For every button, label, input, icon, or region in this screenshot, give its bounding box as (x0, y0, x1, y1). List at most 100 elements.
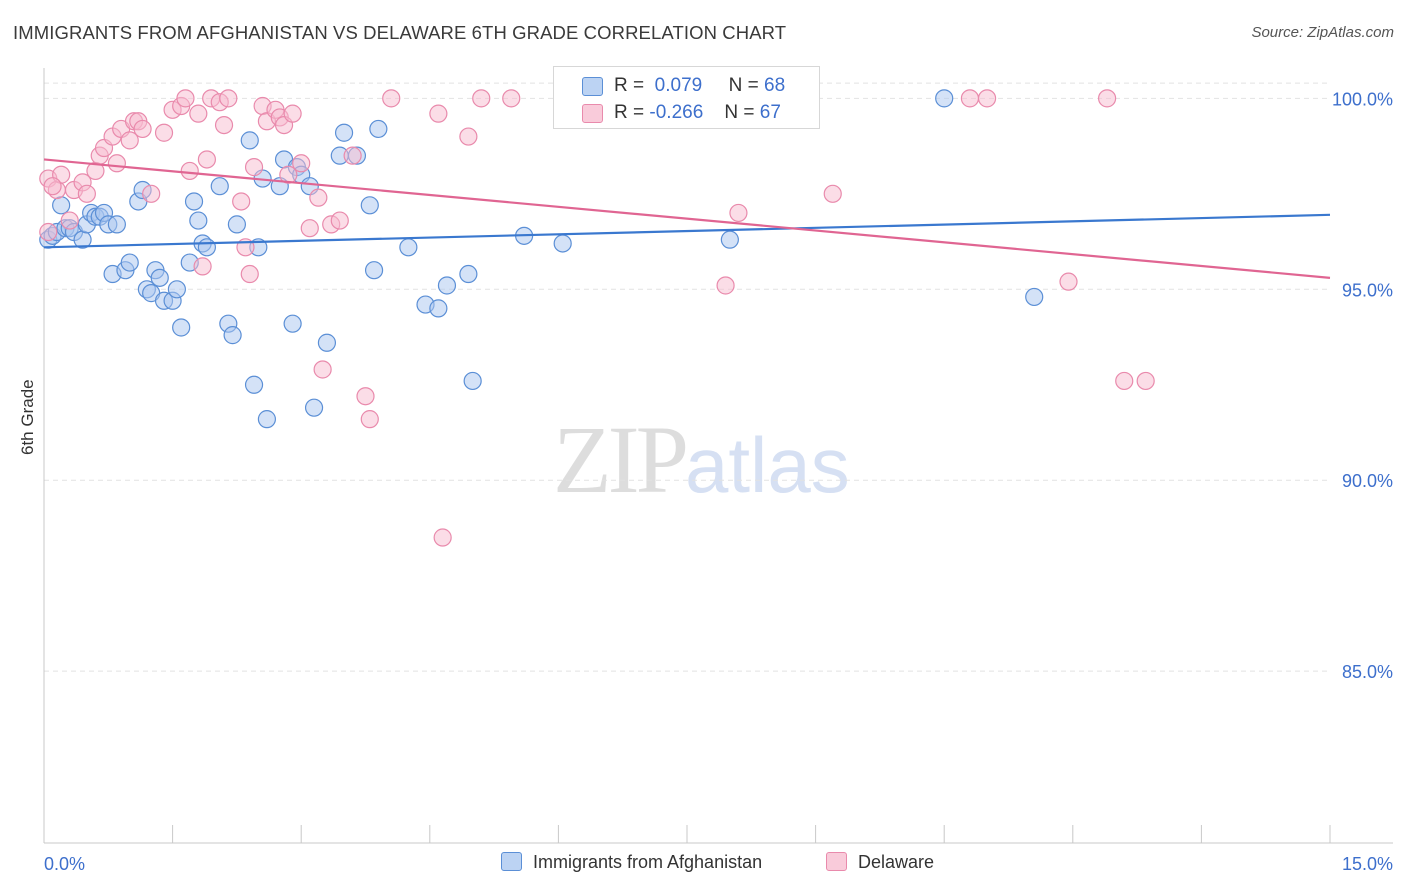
point-delaware (193, 257, 212, 276)
point-afghanistan (317, 333, 337, 352)
point-delaware (313, 360, 332, 379)
point-afghanistan (189, 211, 208, 230)
point-afghanistan (210, 177, 229, 196)
legend-label-delaware: Delaware (858, 852, 935, 872)
point-delaware (502, 89, 521, 108)
legend-swatch-blue (501, 852, 522, 871)
point-delaware (309, 188, 328, 207)
point-delaware (39, 222, 58, 242)
x-tick-label: 0.0% (44, 854, 85, 874)
point-afghanistan (463, 371, 482, 391)
legend-item-afghanistan: Immigrants from Afghanistan (501, 852, 762, 873)
zipatlas-watermark: ZIPatlas (553, 404, 850, 515)
chart-title: IMMIGRANTS FROM AFGHANISTAN VS DELAWARE … (13, 22, 787, 43)
correlation-legend: R = 0.079 N = 68 R = -0.266 N = 67 (553, 66, 820, 129)
legend-r-label: R = (614, 102, 645, 123)
point-afghanistan (120, 253, 139, 272)
point-delaware (382, 89, 401, 108)
point-delaware (823, 184, 842, 203)
watermark-atlas: atlas (685, 421, 850, 509)
point-delaware (240, 264, 259, 284)
legend-swatch-pink (582, 104, 603, 123)
point-delaware (433, 528, 452, 547)
legend-r-value: 0.079 (654, 75, 703, 96)
point-afghanistan (360, 196, 379, 215)
grid-lines (44, 82, 1330, 672)
point-delaware (429, 104, 448, 123)
axes (43, 68, 1393, 844)
point-delaware (154, 123, 174, 142)
point-afghanistan (283, 314, 302, 333)
point-delaware (292, 154, 311, 173)
point-afghanistan (553, 234, 572, 253)
point-afghanistan (257, 410, 277, 429)
point-afghanistan (304, 398, 324, 417)
series-delaware-points (39, 89, 1155, 547)
legend-n-label: N = (724, 102, 755, 123)
point-delaware (977, 89, 997, 108)
legend-swatch-pink (826, 852, 847, 871)
tick-labels: 85.0% 90.0% 95.0% 100.0% 0.0% 15.0% (44, 89, 1393, 874)
trend-line-delaware (43, 158, 1331, 279)
point-afghanistan (459, 264, 478, 284)
point-delaware (120, 131, 139, 150)
point-delaware (107, 154, 126, 173)
point-delaware (356, 387, 375, 406)
point-afghanistan (935, 89, 954, 108)
legend-n-value: 67 (759, 102, 781, 123)
point-afghanistan (369, 119, 388, 139)
point-delaware (219, 89, 238, 108)
point-delaware (300, 219, 319, 238)
point-afghanistan (197, 238, 216, 257)
trend-line-afghanistan (43, 213, 1331, 249)
point-afghanistan (167, 280, 186, 299)
point-delaware (279, 165, 298, 184)
point-delaware (197, 150, 216, 169)
point-delaware (43, 177, 62, 196)
point-delaware (133, 119, 152, 139)
point-delaware (244, 158, 264, 177)
point-afghanistan (227, 215, 246, 234)
point-delaware (343, 146, 362, 165)
legend-label-afghanistan: Immigrants from Afghanistan (533, 852, 763, 872)
legend-item-delaware: Delaware (826, 852, 934, 873)
point-afghanistan (240, 131, 259, 150)
y-tick-label: 100.0% (1332, 89, 1393, 109)
point-delaware (960, 89, 980, 108)
point-delaware (360, 410, 379, 429)
point-delaware (232, 192, 251, 211)
point-delaware (60, 211, 79, 230)
point-delaware (1097, 89, 1117, 108)
point-afghanistan (429, 299, 448, 318)
legend-n-value: 68 (764, 75, 786, 96)
point-afghanistan (244, 375, 264, 394)
point-delaware (189, 104, 208, 123)
point-delaware (1115, 371, 1134, 391)
point-afghanistan (437, 276, 457, 295)
point-delaware (1136, 371, 1155, 391)
trend-lines (43, 158, 1331, 279)
x-tick-label: 15.0% (1342, 854, 1393, 874)
legend-r-value: -0.266 (649, 102, 704, 123)
y-tick-label: 90.0% (1342, 471, 1393, 491)
point-afghanistan (720, 230, 739, 249)
point-delaware (729, 203, 748, 223)
legend-n-label: N = (728, 75, 759, 96)
point-afghanistan (150, 268, 169, 287)
point-delaware (214, 115, 234, 135)
y-axis-label: 6th Grade (18, 379, 37, 455)
point-delaware (283, 104, 302, 123)
point-afghanistan (52, 196, 71, 215)
point-afghanistan (1025, 287, 1044, 307)
point-delaware (1059, 272, 1078, 291)
point-afghanistan (172, 318, 191, 337)
point-delaware (180, 161, 199, 181)
point-delaware (716, 276, 735, 295)
point-delaware (77, 184, 96, 203)
legend-swatch-blue (582, 77, 603, 96)
point-delaware (330, 211, 349, 230)
point-delaware (176, 89, 195, 108)
y-tick-label: 85.0% (1342, 662, 1393, 682)
legend-r-label: R = (614, 75, 645, 96)
